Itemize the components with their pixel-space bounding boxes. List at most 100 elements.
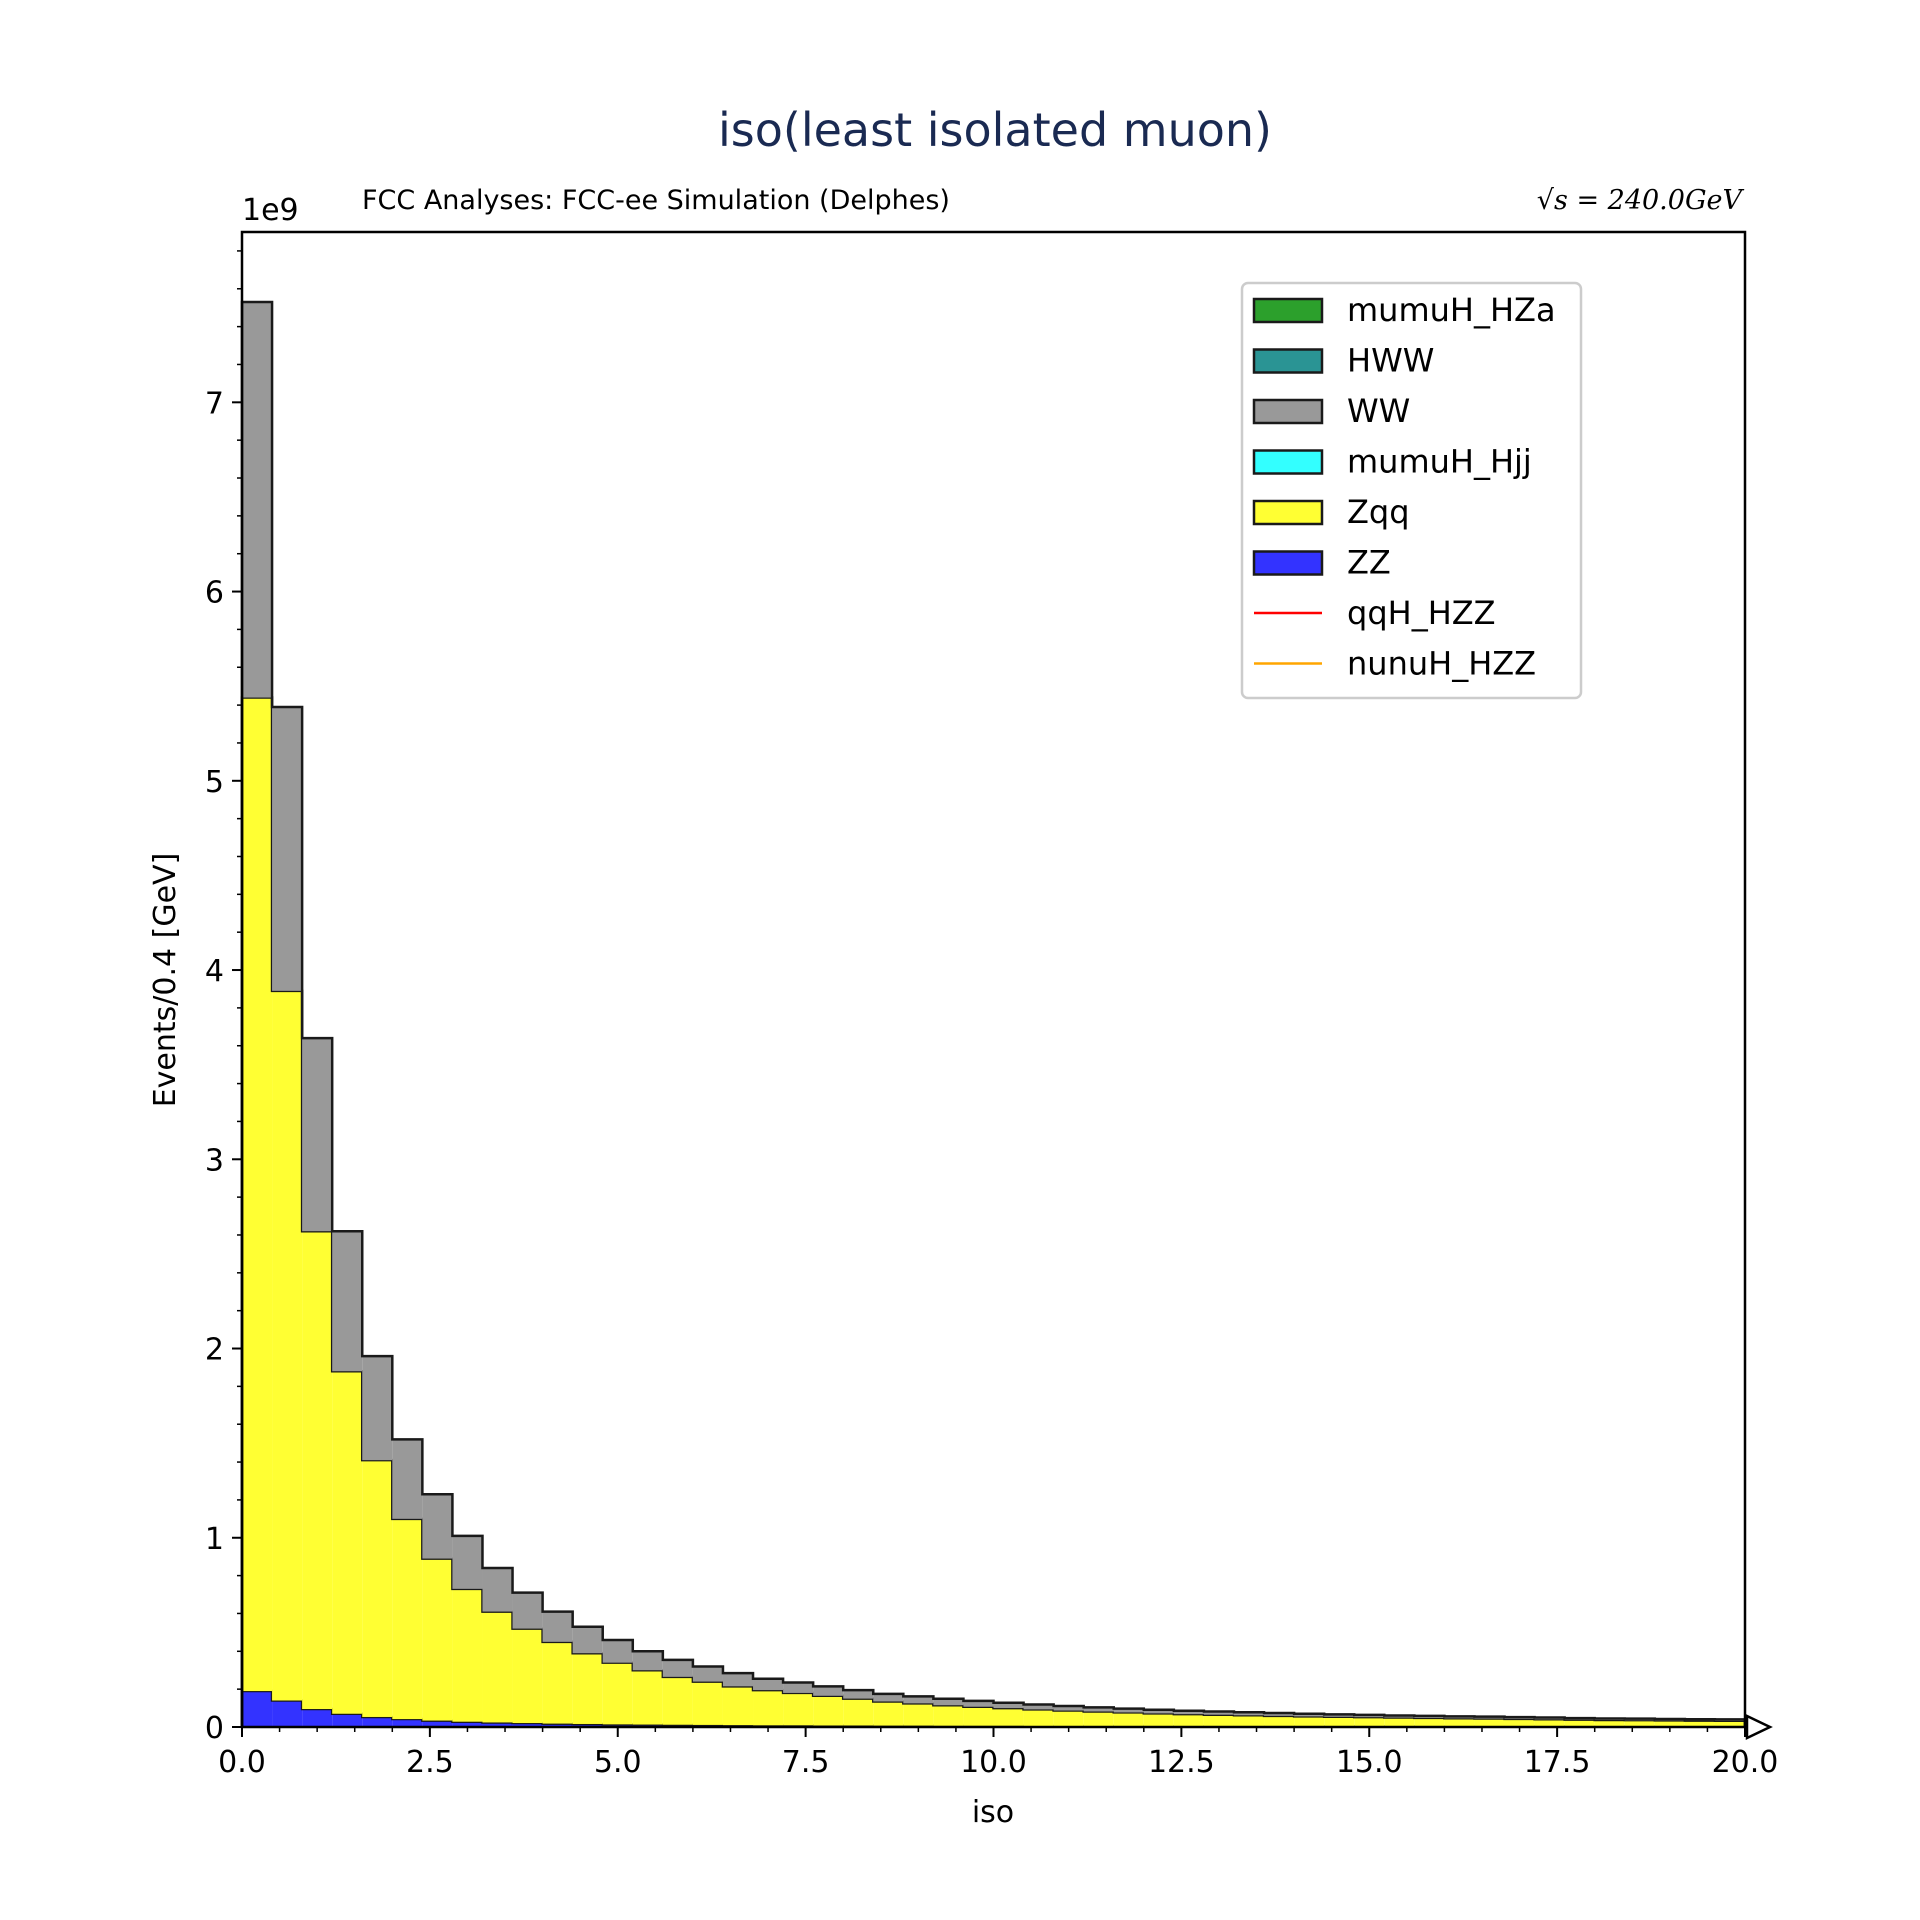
bar-WW-10 — [542, 1611, 573, 1642]
bar-WW-35 — [1294, 1713, 1325, 1717]
bar-Zqq-36 — [1324, 1716, 1355, 1727]
bar-WW-33 — [1233, 1712, 1265, 1716]
bar-Zqq-39 — [1414, 1717, 1445, 1727]
x-tick-label: 12.5 — [1148, 1745, 1215, 1780]
bar-Zqq-24 — [963, 1706, 994, 1726]
bar-WW-19 — [813, 1686, 844, 1696]
y-multiplier: 1e9 — [242, 193, 299, 228]
legend-swatch-WW — [1252, 398, 1324, 425]
bar-Zqq-35 — [1294, 1716, 1325, 1727]
bar-Zqq-0 — [242, 697, 273, 1692]
legend-swatch-HWW — [1252, 348, 1324, 374]
bar-Zqq-2 — [302, 1231, 333, 1710]
bar-WW-20 — [843, 1690, 874, 1699]
bar-ZZ-11 — [572, 1723, 603, 1727]
legend-label-Zqq: Zqq — [1347, 493, 1410, 531]
bar-Zqq-41 — [1474, 1718, 1505, 1727]
bar-WW-5 — [392, 1439, 423, 1519]
bar-ZZ-4 — [362, 1716, 393, 1727]
bar-Zqq-7 — [452, 1588, 483, 1722]
bar-ZZ-10 — [542, 1723, 573, 1727]
y-tick-label: 1 — [205, 1522, 224, 1557]
y-axis-label: Events/0.4 [GeV] — [148, 853, 183, 1108]
bar-WW-34 — [1264, 1712, 1295, 1716]
bar-ZZ-3 — [332, 1713, 363, 1727]
bar-Zqq-8 — [482, 1611, 513, 1723]
bar-Zqq-45 — [1594, 1719, 1625, 1727]
bar-WW-29 — [1113, 1708, 1144, 1713]
bar-WW-0 — [242, 302, 273, 698]
y-tick-label: 4 — [205, 954, 224, 989]
bar-Zqq-40 — [1444, 1718, 1475, 1727]
x-tick-label: 5.0 — [594, 1745, 642, 1780]
bar-WW-9 — [512, 1592, 543, 1629]
bar-WW-25 — [993, 1702, 1024, 1709]
bar-ZZ-9 — [512, 1723, 543, 1727]
legend-swatch-mumuH_Hjj — [1252, 449, 1324, 475]
bar-WW-11 — [572, 1626, 603, 1654]
stacked-bars — [240, 300, 1747, 1728]
y-axis-ticks: 0 1 2 3 4 5 6 7 — [205, 250, 242, 1746]
y-tick-label: 3 — [205, 1143, 224, 1178]
bar-Zqq-3 — [332, 1371, 363, 1714]
bar-WW-15 — [692, 1666, 723, 1682]
bar-WW-18 — [783, 1682, 814, 1693]
bar-Zqq-38 — [1384, 1717, 1415, 1727]
bar-Zqq-11 — [572, 1653, 603, 1724]
x-tick-label: 0.0 — [218, 1745, 266, 1780]
x-tick-label: 7.5 — [782, 1745, 830, 1780]
legend-swatch-Zqq — [1252, 499, 1324, 526]
bar-Zqq-42 — [1504, 1718, 1535, 1727]
legend-label-WW: WW — [1347, 392, 1410, 430]
bar-Zqq-6 — [422, 1558, 453, 1721]
legend-label-ZZ: ZZ — [1347, 544, 1391, 582]
bar-Zqq-33 — [1233, 1715, 1265, 1727]
bar-WW-2 — [302, 1038, 333, 1232]
bar-ZZ-2 — [302, 1709, 333, 1727]
y-tick-label: 7 — [205, 386, 224, 421]
legend-label-nunuH_HZZ: nunuH_HZZ — [1347, 645, 1536, 683]
chart-title: iso(least isolated muon) — [718, 103, 1272, 157]
x-axis-ticks: 0.0 2.5 5.0 7.5 10.0 12.5 15.0 17.5 20.0 — [218, 1727, 1778, 1780]
y-tick-label: 6 — [205, 576, 224, 611]
bar-ZZ-0 — [242, 1691, 273, 1727]
legend-label-mumuH_Hjj: mumuH_Hjj — [1347, 443, 1532, 481]
bar-ZZ-1 — [272, 1700, 303, 1727]
bar-Zqq-9 — [512, 1628, 543, 1724]
bar-ZZ-12 — [602, 1724, 633, 1727]
bar-WW-7 — [452, 1535, 483, 1589]
bar-WW-23 — [933, 1698, 964, 1706]
bar-Zqq-28 — [1083, 1711, 1114, 1727]
x-tick-label: 17.5 — [1524, 1745, 1591, 1780]
legend-label-qqH_HZZ: qqH_HZZ — [1347, 594, 1496, 632]
bar-WW-17 — [753, 1678, 784, 1691]
bar-WW-30 — [1143, 1709, 1174, 1714]
x-axis-label: iso — [972, 1795, 1014, 1830]
bar-WW-26 — [1023, 1704, 1054, 1710]
bar-Zqq-15 — [692, 1681, 723, 1725]
bar-WW-12 — [602, 1639, 633, 1663]
bar-WW-16 — [722, 1673, 754, 1687]
y-tick-label: 0 — [205, 1711, 224, 1746]
bar-WW-22 — [903, 1696, 934, 1704]
bar-ZZ-5 — [392, 1719, 423, 1727]
bar-ZZ-8 — [482, 1722, 513, 1727]
outline-WW — [240, 300, 1747, 1727]
bar-Zqq-20 — [843, 1698, 874, 1726]
bar-Zqq-27 — [1053, 1710, 1084, 1727]
y-tick-label: 2 — [205, 1333, 224, 1368]
chart-subtitle-right: √s = 240.0GeV — [1537, 185, 1745, 216]
bar-WW-28 — [1083, 1707, 1114, 1712]
bar-Zqq-34 — [1264, 1715, 1295, 1727]
bar-Zqq-31 — [1173, 1714, 1204, 1727]
bar-WW-3 — [332, 1231, 363, 1372]
y-tick-label: 5 — [205, 765, 224, 800]
bar-Zqq-32 — [1203, 1714, 1234, 1727]
x-tick-label: 15.0 — [1336, 1745, 1403, 1780]
bar-WW-24 — [963, 1700, 994, 1707]
x-tick-label: 2.5 — [406, 1745, 454, 1780]
bar-Zqq-13 — [632, 1670, 663, 1725]
bar-Zqq-12 — [602, 1662, 633, 1725]
bar-Zqq-49 — [1714, 1720, 1745, 1727]
